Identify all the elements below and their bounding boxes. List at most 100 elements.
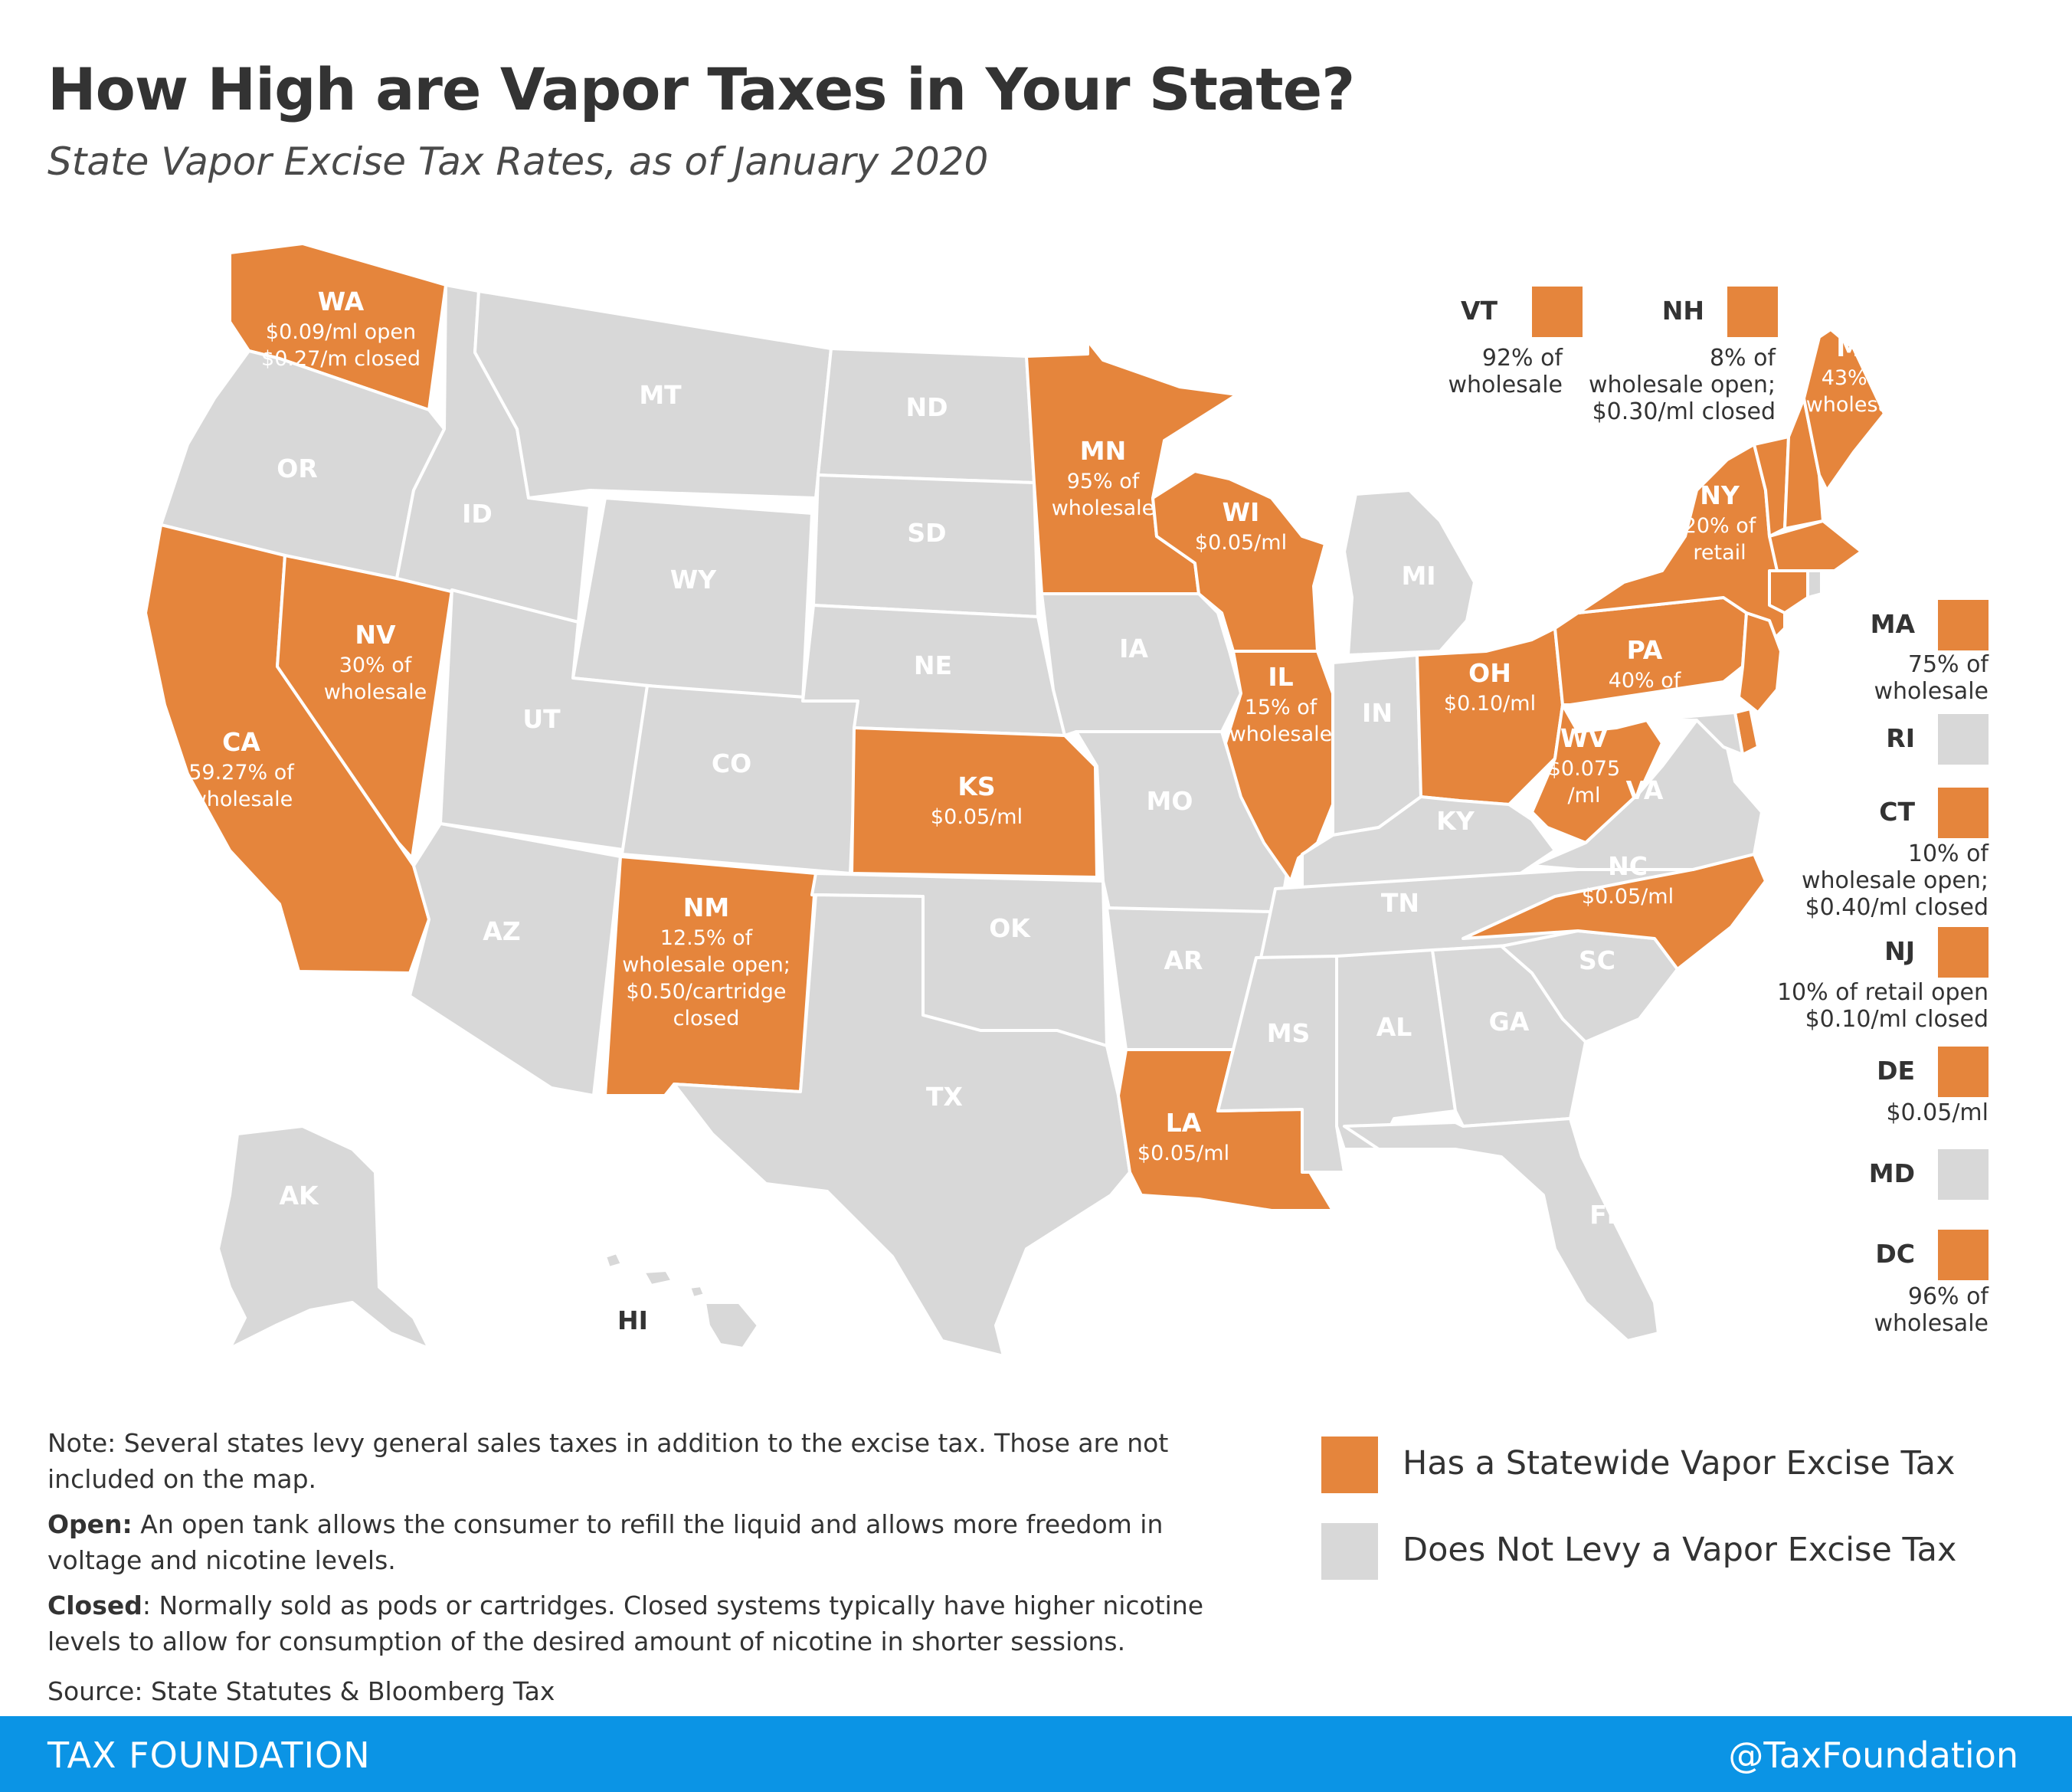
state-rate-pa: 40% of: [1609, 669, 1682, 693]
state-label-mn: MN: [1080, 436, 1126, 466]
footer-brand: TAX FOUNDATION: [47, 1735, 371, 1776]
state-ia: [1040, 592, 1242, 737]
state-label-nv: NV: [355, 620, 396, 650]
state-label-ga: GA: [1489, 1007, 1530, 1037]
state-co: [620, 684, 859, 875]
state-rate-nv: 30% of: [339, 654, 413, 677]
state-rate-nc: $0.05/ml: [1582, 885, 1674, 909]
state-oh: [1416, 627, 1564, 806]
closed-definition: Closed: Normally sold as pods or cartrid…: [47, 1587, 1212, 1659]
state-label-il: IL: [1268, 662, 1293, 692]
state-me: [1802, 328, 1886, 492]
notes-block: Note: Several states levy general sales …: [47, 1425, 1212, 1718]
state-nj: [1737, 611, 1782, 714]
state-label-az: AZ: [483, 916, 520, 946]
state-rate-wv: $0.075: [1548, 757, 1620, 781]
state-mi: [1343, 489, 1476, 657]
state-nh: [1783, 397, 1825, 530]
side-label-ri: RI: [1886, 723, 1915, 753]
swatch-nh: [1727, 287, 1778, 337]
note-text: Note: Several states levy general sales …: [47, 1428, 1169, 1494]
swatch-md: [1938, 1149, 1989, 1200]
state-wi: [1151, 470, 1327, 653]
legend-swatch-has-tax: [1321, 1437, 1378, 1493]
state-rate-wa: $0.09/ml open: [266, 320, 416, 344]
state-rate-ny: retail: [1693, 541, 1746, 565]
state-label-ar: AR: [1164, 945, 1203, 975]
state-label-ne: NE: [914, 650, 952, 680]
legend-label-has-tax: Has a Statewide Vapor Excise Tax: [1403, 1444, 1956, 1482]
state-rate-il: wholesale: [1229, 722, 1333, 746]
state-label-la: LA: [1166, 1108, 1202, 1138]
page-title: How High are Vapor Taxes in Your State?: [47, 55, 1355, 123]
state-label-oh: OH: [1468, 658, 1511, 688]
state-label-fl: FL: [1589, 1200, 1623, 1230]
open-definition: Open: An open tank allows the consumer t…: [47, 1506, 1212, 1578]
state-rate-nm: wholesale open;: [622, 953, 791, 977]
side-rate-vt: 92% of wholesale: [1448, 345, 1563, 398]
footer-bar: TAX FOUNDATION @TaxFoundation: [0, 1716, 2072, 1792]
state-ri: [1806, 569, 1823, 599]
swatch-de: [1938, 1047, 1989, 1097]
side-label-nh: NH: [1661, 296, 1704, 326]
state-fl: [1343, 1117, 1660, 1342]
state-rate-nv: wholesale: [324, 680, 427, 704]
state-az: [408, 822, 622, 1097]
state-label-ca: CA: [222, 727, 260, 757]
state-label-mi: MI: [1401, 561, 1435, 591]
state-label-or: OR: [277, 454, 317, 483]
state-label-mo: MO: [1147, 786, 1193, 816]
footer-handle: @TaxFoundation: [1728, 1735, 2018, 1776]
state-hi: [604, 1251, 760, 1350]
state-label-in: IN: [1362, 698, 1393, 728]
open-text: An open tank allows the consumer to refi…: [47, 1509, 1164, 1575]
closed-text: : Normally sold as pods or cartridges. C…: [47, 1591, 1204, 1656]
side-label-ct: CT: [1879, 797, 1915, 827]
state-label-ks: KS: [957, 772, 995, 801]
side-label-md: MD: [1868, 1158, 1915, 1188]
state-rate-ny: 20% of: [1684, 514, 1757, 538]
state-label-ak: AK: [279, 1181, 319, 1211]
state-label-ia: IA: [1119, 634, 1148, 663]
state-label-ny: NY: [1700, 480, 1740, 510]
side-rate-de: $0.05/ml: [1886, 1099, 1989, 1126]
state-md: [1645, 711, 1744, 756]
state-rate-me: wholesale: [1806, 393, 1910, 417]
state-rate-oh: $0.10/ml: [1444, 692, 1536, 716]
legend-swatch-no-tax: [1321, 1523, 1378, 1580]
side-rate-ma: 75% of wholesale: [1874, 651, 1989, 705]
state-rate-pa: wholesale: [1593, 696, 1697, 719]
state-label-wy: WY: [670, 565, 717, 595]
state-label-ky: KY: [1436, 806, 1475, 836]
state-rate-nm: $0.50/cartridge: [627, 980, 787, 1004]
open-term: Open:: [47, 1509, 133, 1539]
state-wv: [1530, 703, 1664, 844]
state-label-ut: UT: [522, 704, 561, 734]
state-label-wv: WV: [1560, 723, 1608, 753]
state-label-id: ID: [462, 499, 493, 529]
state-label-sc: SC: [1579, 945, 1615, 975]
side-label-vt: VT: [1460, 296, 1498, 326]
swatch-ri: [1938, 714, 1989, 765]
swatch-vt: [1532, 287, 1583, 337]
state-vt: [1753, 435, 1790, 538]
state-label-ms: MS: [1267, 1018, 1311, 1048]
state-wy: [571, 496, 813, 703]
state-nc: [1462, 853, 1767, 971]
state-label-mt: MT: [639, 380, 682, 410]
state-ct: [1768, 569, 1809, 614]
state-label-wi: WI: [1223, 497, 1260, 527]
state-tx: [673, 893, 1131, 1358]
swatch-nj: [1938, 927, 1989, 978]
swatch-ct: [1938, 788, 1989, 838]
state-ks: [850, 726, 1098, 879]
side-label-ma: MA: [1870, 609, 1915, 639]
state-label-ok: OK: [989, 913, 1031, 943]
side-rate-ct: 10% of wholesale open; $0.40/ml closed: [1801, 840, 1989, 921]
state-rate-ks: $0.05/ml: [931, 805, 1023, 829]
state-rate-me: 43% of: [1822, 366, 1895, 390]
page-subtitle: State Vapor Excise Tax Rates, as of Janu…: [47, 139, 989, 184]
state-rate-il: 15% of: [1245, 696, 1318, 719]
state-label-nm: NM: [683, 893, 729, 922]
